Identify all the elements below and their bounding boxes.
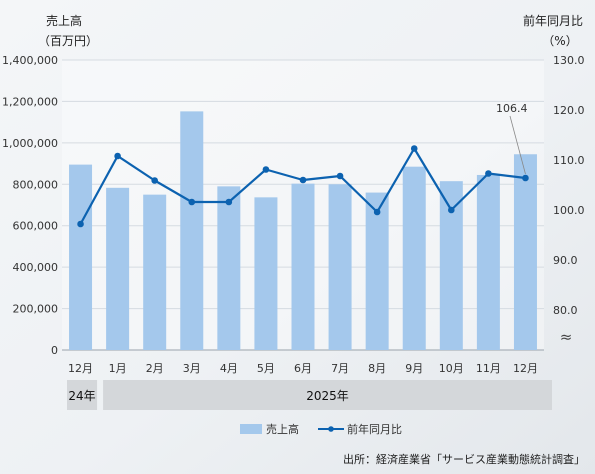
left-tick-label: 1,000,000 bbox=[2, 137, 58, 150]
legend-bar-swatch bbox=[240, 424, 262, 434]
x-tick-label: 7月 bbox=[331, 362, 349, 375]
left-tick-label: 0 bbox=[51, 344, 58, 357]
legend-line-label: 前年同月比 bbox=[347, 422, 402, 436]
legend: 売上高 前年同月比 bbox=[240, 422, 402, 436]
line-marker bbox=[410, 145, 418, 152]
right-tick-label: 80.0 bbox=[553, 304, 578, 317]
line-marker bbox=[485, 170, 492, 177]
left-axis-title: 売上高 bbox=[46, 13, 82, 28]
bar-series bbox=[69, 111, 537, 350]
x-tick-label: 1月 bbox=[109, 362, 127, 375]
left-tick-label: 400,000 bbox=[13, 261, 59, 274]
year-group-band bbox=[67, 380, 98, 410]
line-marker bbox=[262, 166, 270, 173]
bar bbox=[439, 181, 463, 350]
bar bbox=[106, 187, 130, 350]
left-tick-label: 600,000 bbox=[13, 220, 59, 233]
legend-bar-label: 売上高 bbox=[266, 422, 299, 436]
line-marker bbox=[188, 198, 196, 206]
bar bbox=[254, 197, 278, 350]
x-tick-label: 12月 bbox=[513, 362, 538, 375]
x-tick-label: 5月 bbox=[257, 362, 275, 375]
left-axis-ticks: 0 200,000 400,000 600,000 800,000 1,000,000 1,… bbox=[2, 54, 58, 357]
legend-line-marker bbox=[328, 426, 334, 432]
right-tick-label: 100.0 bbox=[553, 204, 585, 217]
bar bbox=[217, 186, 241, 350]
x-tick-label: 4月 bbox=[220, 362, 238, 375]
line-marker bbox=[114, 152, 121, 160]
x-tick-label: 2月 bbox=[146, 362, 164, 375]
left-tick-label: 1,200,000 bbox=[2, 95, 58, 108]
bar bbox=[365, 192, 389, 350]
line-marker bbox=[299, 176, 307, 184]
annotation-leader bbox=[509, 115, 526, 175]
line-marker bbox=[225, 198, 233, 206]
left-tick-label: 800,000 bbox=[13, 178, 59, 191]
bar bbox=[476, 174, 500, 350]
right-tick-label: 120.0 bbox=[553, 104, 585, 117]
left-axis-unit: （百万円） bbox=[38, 34, 98, 48]
left-tick-label: 200,000 bbox=[13, 303, 59, 316]
right-axis-title: 前年同月比 bbox=[523, 13, 583, 28]
axis-break-symbol: ≈ bbox=[560, 328, 573, 346]
right-axis-unit: （%） bbox=[542, 34, 577, 48]
line-marker bbox=[336, 172, 344, 180]
x-tick-label: 9月 bbox=[405, 362, 423, 375]
year-group-label: 24年 bbox=[68, 389, 95, 403]
x-tick-label: 11月 bbox=[476, 362, 501, 375]
x-tick-label: 12月 bbox=[68, 362, 93, 375]
x-tick-label: 8月 bbox=[368, 362, 386, 375]
left-tick-label: 1,400,000 bbox=[2, 54, 58, 67]
bar bbox=[143, 194, 167, 350]
x-tick-label: 6月 bbox=[294, 362, 312, 375]
right-tick-label: 90.0 bbox=[553, 254, 578, 267]
year-group-band bbox=[103, 380, 553, 410]
bar bbox=[513, 154, 537, 350]
line-marker bbox=[448, 206, 455, 214]
line-series bbox=[77, 145, 529, 228]
line-marker bbox=[522, 174, 529, 182]
line-marker bbox=[77, 220, 84, 228]
x-tick-label: 3月 bbox=[183, 362, 201, 375]
bar bbox=[180, 111, 204, 350]
year-group-row: 24年 2025年 bbox=[67, 380, 553, 410]
right-tick-label: 110.0 bbox=[553, 154, 585, 167]
bar bbox=[402, 166, 426, 350]
line-marker bbox=[151, 177, 158, 184]
bar bbox=[328, 184, 352, 350]
bar bbox=[69, 164, 93, 350]
year-group-label: 2025年 bbox=[306, 389, 349, 403]
x-axis-ticks: 12月 1月 2月 3月 4月 5月 6月 7月 8月 9月 10月 11月 12月 bbox=[68, 362, 538, 375]
right-tick-label: 130.0 bbox=[553, 54, 585, 67]
x-tick-label: 10月 bbox=[439, 362, 464, 375]
source-note: 出所：経済産業省「サービス産業動態統計調査」 bbox=[343, 452, 585, 466]
bar bbox=[291, 183, 315, 350]
line-marker bbox=[373, 208, 381, 216]
annotation-label: 106.4 bbox=[496, 102, 528, 115]
right-axis-ticks: 80.0 90.0 100.0 110.0 120.0 130.0 bbox=[553, 54, 585, 317]
